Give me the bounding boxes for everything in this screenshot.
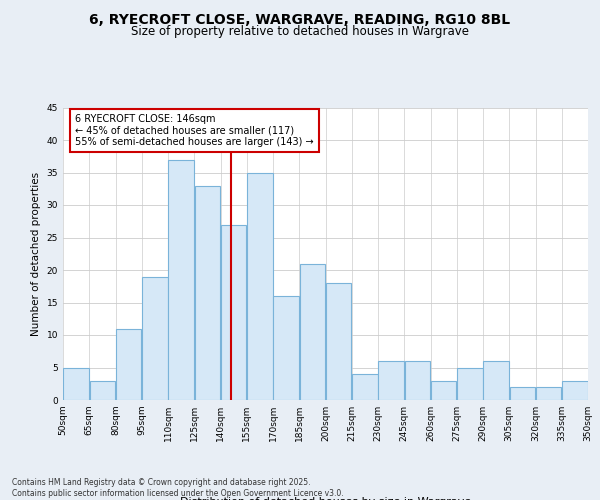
- Text: Contains HM Land Registry data © Crown copyright and database right 2025.
Contai: Contains HM Land Registry data © Crown c…: [12, 478, 344, 498]
- Bar: [404, 361, 430, 400]
- Text: 6, RYECROFT CLOSE, WARGRAVE, READING, RG10 8BL: 6, RYECROFT CLOSE, WARGRAVE, READING, RG…: [89, 12, 511, 26]
- Bar: [194, 186, 220, 400]
- Bar: [536, 387, 562, 400]
- Bar: [63, 368, 89, 400]
- Text: 6 RYECROFT CLOSE: 146sqm
← 45% of detached houses are smaller (117)
55% of semi-: 6 RYECROFT CLOSE: 146sqm ← 45% of detach…: [75, 114, 314, 147]
- Bar: [378, 361, 404, 400]
- Bar: [299, 264, 325, 400]
- Text: Size of property relative to detached houses in Wargrave: Size of property relative to detached ho…: [131, 25, 469, 38]
- Bar: [457, 368, 483, 400]
- Bar: [352, 374, 378, 400]
- Bar: [562, 380, 588, 400]
- Bar: [247, 172, 273, 400]
- X-axis label: Distribution of detached houses by size in Wargrave: Distribution of detached houses by size …: [180, 497, 471, 500]
- Bar: [273, 296, 299, 400]
- Bar: [89, 380, 115, 400]
- Bar: [326, 283, 352, 400]
- Bar: [142, 276, 168, 400]
- Bar: [509, 387, 535, 400]
- Bar: [483, 361, 509, 400]
- Y-axis label: Number of detached properties: Number of detached properties: [31, 172, 41, 336]
- Bar: [168, 160, 194, 400]
- Bar: [431, 380, 457, 400]
- Bar: [221, 224, 247, 400]
- Bar: [116, 328, 142, 400]
